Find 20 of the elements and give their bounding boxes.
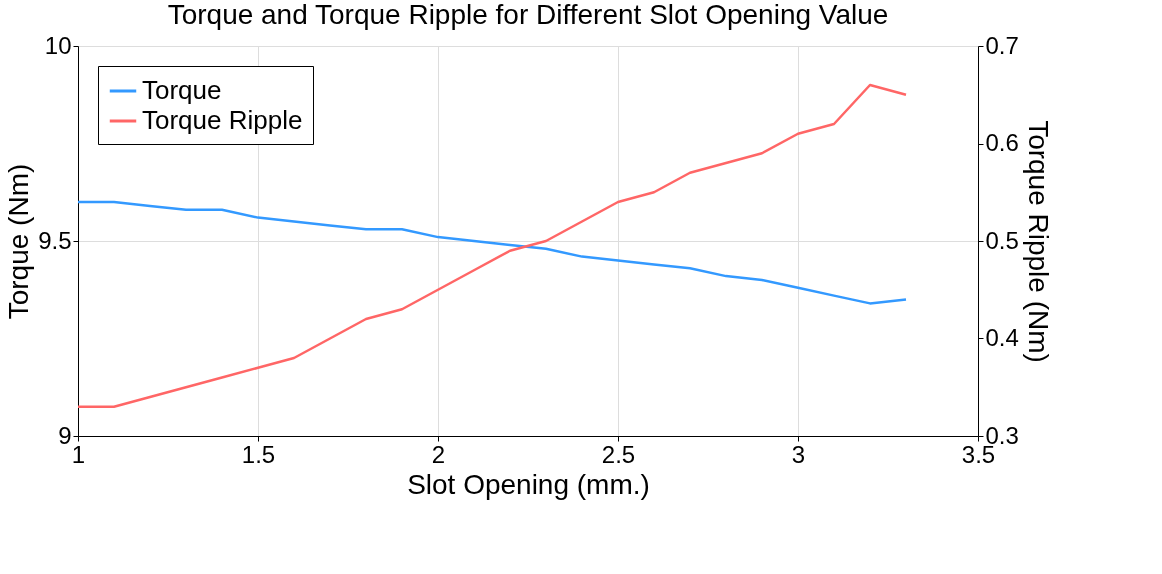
y2-tick-label: 0.7 bbox=[985, 31, 1019, 59]
x-tick-label: 1.5 bbox=[241, 440, 276, 468]
y2-tick-label: 0.5 bbox=[985, 226, 1019, 254]
legend-label: Torque bbox=[142, 75, 222, 105]
y-tick-label: 9 bbox=[58, 421, 72, 449]
x-axis-title: Slot Opening (mm.) bbox=[407, 468, 650, 500]
y2-axis-title: Torque Ripple (Nm) bbox=[1022, 120, 1054, 363]
x-tick-label: 2.5 bbox=[601, 440, 636, 468]
y-tick-label: 10 bbox=[44, 31, 72, 59]
legend-label: Torque Ripple bbox=[142, 105, 303, 135]
line-series bbox=[78, 200, 908, 305]
chart-title: Torque and Torque Ripple for Different Slot Opening Value bbox=[167, 0, 889, 30]
x-tick-label: 2 bbox=[431, 440, 446, 468]
y2-tick-label: 0.6 bbox=[985, 129, 1019, 156]
y-axis-title: Torque (Nm) bbox=[3, 163, 35, 320]
y-tick-label: 9.5 bbox=[38, 226, 72, 254]
line-series bbox=[78, 83, 908, 408]
y2-tick-label: 0.4 bbox=[985, 324, 1019, 351]
x-tick-label: 3 bbox=[791, 440, 806, 468]
x-tick-label: 1 bbox=[71, 440, 86, 468]
